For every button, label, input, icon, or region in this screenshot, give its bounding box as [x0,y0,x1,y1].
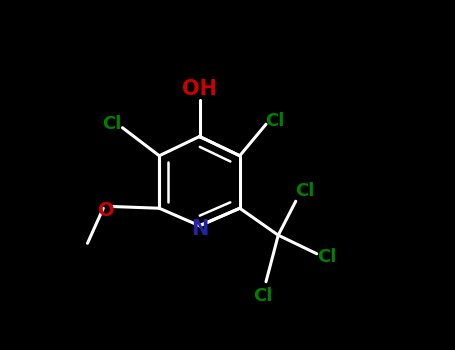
Text: Cl: Cl [253,287,272,305]
Text: O: O [98,201,115,219]
Text: OH: OH [182,79,217,99]
Text: Cl: Cl [318,248,337,266]
Text: N: N [191,219,208,239]
Text: Cl: Cl [295,182,314,200]
Text: Cl: Cl [265,112,284,130]
Text: Cl: Cl [102,115,121,133]
